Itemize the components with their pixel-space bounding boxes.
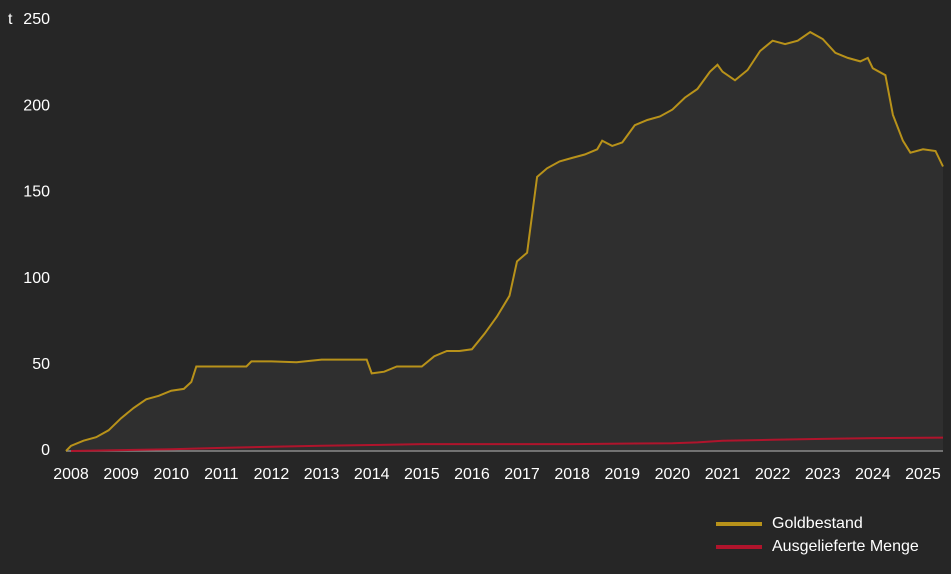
legend-label: Goldbestand (772, 515, 863, 532)
x-tick-label: 2016 (454, 466, 490, 483)
x-tick-label: 2013 (304, 466, 340, 483)
x-tick-label: 2015 (404, 466, 440, 483)
x-tick-label: 2025 (905, 466, 941, 483)
y-tick-label: 250 (23, 11, 50, 28)
series-line (70, 436, 944, 452)
x-tick-label: 2022 (755, 466, 791, 483)
y-tick-label: 0 (41, 442, 50, 459)
x-tick-label: 2021 (705, 466, 741, 483)
x-tick-label: 2017 (504, 466, 540, 483)
x-tick-label: 2024 (855, 466, 891, 483)
y-tick-label: 50 (32, 356, 50, 373)
x-tick-label: 2009 (103, 466, 139, 483)
y-tick-label: 100 (23, 270, 50, 287)
x-tick-label: 2011 (204, 466, 239, 483)
legend-label: Ausgelieferte Menge (772, 538, 919, 555)
x-tick-label: 2008 (53, 466, 89, 483)
x-tick-label: 2019 (604, 466, 640, 483)
x-tick-label: 2010 (153, 466, 189, 483)
y-unit: t (8, 11, 13, 28)
x-tick-label: 2020 (655, 466, 691, 483)
x-tick-label: 2014 (354, 466, 390, 483)
x-tick-label: 2018 (554, 466, 590, 483)
x-tick-label: 2023 (805, 466, 841, 483)
y-tick-label: 200 (23, 97, 50, 114)
y-tick-label: 150 (23, 184, 50, 201)
series-line (65, 30, 944, 452)
x-tick-label: 2012 (254, 466, 290, 483)
area (66, 32, 943, 451)
